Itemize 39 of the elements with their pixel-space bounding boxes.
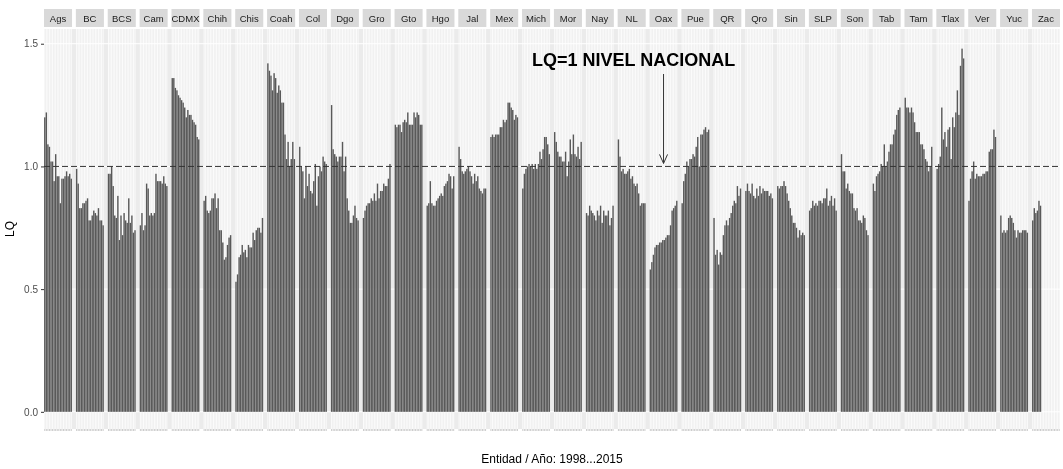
x-tick-label: Sin [784, 13, 798, 24]
x-tick-label: Tam [909, 13, 928, 24]
x-tick-label: Ver [975, 13, 990, 24]
x-tick-label: Coah [269, 13, 293, 24]
x-tick-label: BCS [111, 13, 132, 24]
x-tick-label: Oax [654, 13, 673, 24]
x-tick-label: Pue [686, 13, 704, 24]
x-tick-label: Chis [239, 13, 259, 24]
x-tick-label: Zac [1038, 13, 1055, 24]
x-tick-label: Cam [143, 13, 164, 24]
y-tick-label: 0.0 [24, 406, 39, 418]
y-axis-title: LQ [3, 220, 17, 238]
x-tick-label: CDMX [171, 13, 201, 24]
x-tick-label: Ags [49, 13, 67, 24]
x-tick-label: Jal [466, 13, 479, 24]
y-tick-label: 0.5 [24, 283, 39, 295]
x-tick-label: Col [305, 13, 321, 24]
x-tick-label: Yuc [1006, 13, 1023, 24]
x-tick-label: Gro [368, 13, 385, 24]
x-tick-label: Nay [591, 13, 609, 24]
x-tick-label: SLP [813, 13, 832, 24]
x-tick-label: Hgo [431, 13, 450, 24]
x-tick-label: Gto [400, 13, 417, 24]
x-tick-label: Mex [495, 13, 514, 24]
x-tick-label: Mich [526, 13, 547, 24]
y-tick-label: 1.0 [24, 161, 39, 173]
x-tick-label: QR [720, 13, 735, 24]
x-tick-label: Son [846, 13, 864, 24]
x-axis-title: Entidad / Año: 1998...2015 [481, 452, 624, 466]
y-tick-label: 1.5 [24, 38, 39, 50]
x-tick-label: Chih [207, 13, 228, 24]
annotation: LQ=1 NIVEL NACIONAL [531, 50, 736, 70]
x-tick-label: Mor [559, 13, 577, 24]
x-tick-label: BC [83, 13, 97, 24]
x-tick-label: Qro [751, 13, 768, 24]
x-tick-label: NL [625, 13, 638, 24]
x-tick-label: Dgo [336, 13, 354, 24]
x-tick-label: Tlax [941, 13, 960, 24]
x-tick-label: Tab [878, 13, 895, 24]
